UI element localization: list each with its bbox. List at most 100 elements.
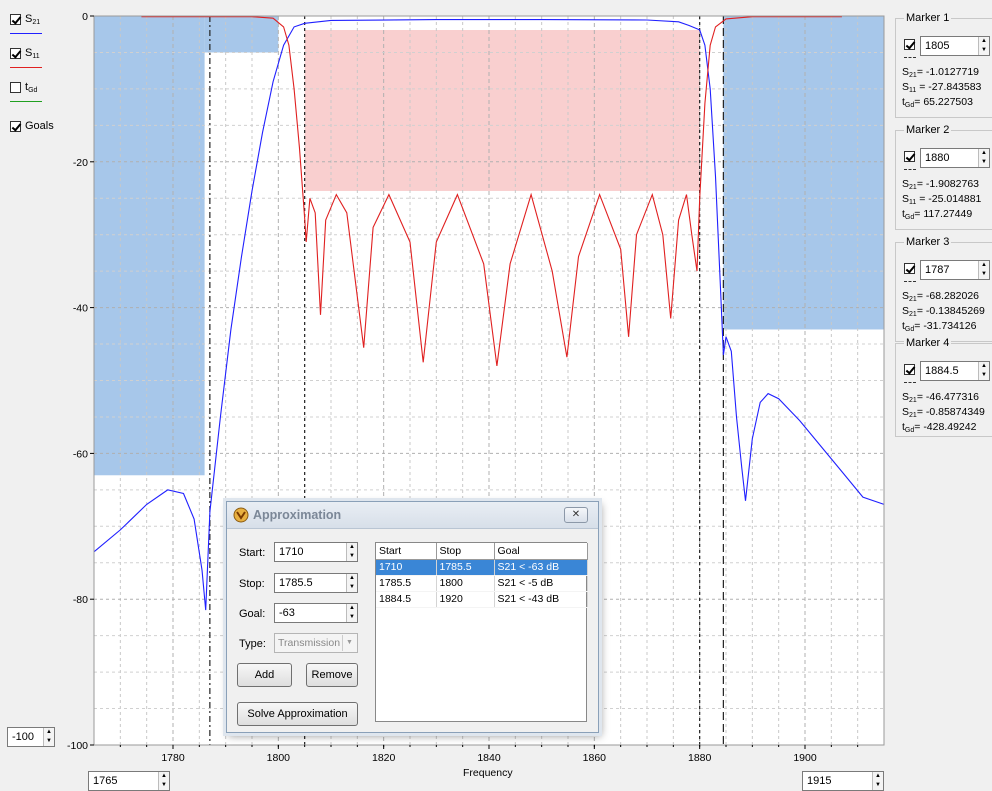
tgd-toggle[interactable]: tGd: [10, 81, 38, 94]
column-header-goal[interactable]: Goal: [494, 543, 588, 560]
start-value[interactable]: 1710: [279, 546, 304, 558]
marker-frequency-spinbox[interactable]: 1805 ▲ ▼: [920, 36, 990, 56]
cell-start[interactable]: 1884.5: [376, 591, 437, 608]
spin-up-icon[interactable]: ▲: [981, 38, 987, 44]
dialog-titlebar[interactable]: Approximation ✕: [227, 502, 598, 529]
marker-checkbox[interactable]: [904, 263, 915, 274]
cell-start[interactable]: 1710: [376, 559, 437, 576]
dialog-title: Approximation: [253, 508, 342, 522]
x-tick-label: 1800: [267, 752, 291, 764]
x-max-value[interactable]: 1915: [807, 775, 832, 787]
solve-approximation-button[interactable]: Solve Approximation: [237, 702, 358, 726]
table-row[interactable]: 1710 1785.5 S21 < -63 dB: [376, 559, 588, 576]
goal-value[interactable]: -63: [279, 607, 295, 619]
tgd-checkbox[interactable]: [10, 81, 21, 93]
spin-up-icon[interactable]: ▲: [349, 605, 355, 611]
x-min-value[interactable]: 1765: [93, 775, 118, 787]
marker-enable[interactable]: [904, 364, 915, 375]
s11-toggle[interactable]: S11: [10, 47, 40, 60]
x-max-spinbox[interactable]: 1915 ▲ ▼: [802, 771, 884, 791]
column-header-stop[interactable]: Stop: [436, 543, 495, 560]
marker-title: Marker 2: [904, 124, 952, 136]
stop-spinbox[interactable]: 1785.5 ▲ ▼: [274, 573, 358, 593]
y-min-spinbox[interactable]: -100 ▲ ▼: [7, 727, 55, 747]
spin-up-icon[interactable]: ▲: [349, 575, 355, 581]
marker-frequency-value[interactable]: 1805: [925, 40, 950, 52]
spin-down-icon[interactable]: ▼: [349, 584, 355, 590]
spin-down-icon[interactable]: ▼: [349, 553, 355, 559]
cell-stop[interactable]: 1920: [436, 591, 495, 608]
spin-down-icon[interactable]: ▼: [981, 159, 987, 165]
cell-start[interactable]: 1785.5: [376, 575, 437, 592]
table-row[interactable]: 1884.5 1920 S21 < -43 dB: [376, 591, 588, 608]
goals-checkbox[interactable]: [10, 120, 21, 132]
tgd-label: tGd: [25, 81, 38, 94]
goals-toggle[interactable]: Goals: [10, 120, 54, 132]
spin-up-icon[interactable]: ▲: [981, 262, 987, 268]
marker-readout-3: tGd= 117.27449: [902, 208, 973, 221]
spin-up-icon[interactable]: ▲: [161, 773, 167, 779]
spin-up-icon[interactable]: ▲: [349, 544, 355, 550]
cell-goal[interactable]: S21 < -5 dB: [494, 575, 588, 592]
stop-value[interactable]: 1785.5: [279, 577, 313, 589]
spin-down-icon[interactable]: ▼: [161, 782, 167, 788]
marker-readout-1: S21= -1.0127719: [902, 66, 979, 79]
marker-title: Marker 1: [904, 12, 952, 24]
start-spinbox[interactable]: 1710 ▲ ▼: [274, 542, 358, 562]
y-tick-label: -60: [73, 448, 88, 460]
marker-readout-2: S21= -0.13845269: [902, 305, 985, 318]
marker-enable[interactable]: [904, 151, 915, 162]
spin-up-icon[interactable]: ▲: [981, 150, 987, 156]
cell-goal[interactable]: S21 < -43 dB: [494, 591, 588, 608]
s11-checkbox[interactable]: [10, 47, 21, 59]
spin-down-icon[interactable]: ▼: [981, 271, 987, 277]
spin-down-icon[interactable]: ▼: [349, 614, 355, 620]
column-header-start[interactable]: Start: [376, 543, 437, 560]
tgd-legend-line: [10, 101, 42, 102]
marker-frequency-value[interactable]: 1787: [925, 264, 950, 276]
close-icon[interactable]: ✕: [564, 507, 588, 523]
goal-region: [204, 16, 279, 53]
spin-down-icon[interactable]: ▼: [981, 47, 987, 53]
goals-table[interactable]: Start Stop Goal 1710 1785.5 S21 < -63 dB…: [375, 542, 588, 722]
y-tick-label: -80: [73, 594, 88, 606]
y-min-value[interactable]: -100: [12, 731, 35, 743]
spin-up-icon[interactable]: ▲: [875, 773, 881, 779]
approximation-dialog[interactable]: Approximation ✕ Start: 1710 ▲ ▼ Stop: 178…: [226, 501, 599, 733]
spin-up-icon[interactable]: ▲: [981, 363, 987, 369]
type-combobox[interactable]: Transmission ▼: [274, 633, 358, 653]
spin-down-icon[interactable]: ▼: [46, 738, 52, 744]
marker-checkbox[interactable]: [904, 39, 915, 50]
marker-frequency-value[interactable]: 1880: [925, 152, 950, 164]
marker-frequency-spinbox[interactable]: 1880 ▲ ▼: [920, 148, 990, 168]
marker-checkbox[interactable]: [904, 151, 915, 162]
stop-label: Stop:: [239, 578, 265, 590]
marker-frequency-spinbox[interactable]: 1884.5 ▲ ▼: [920, 361, 990, 381]
marker-enable[interactable]: [904, 263, 915, 274]
marker-checkbox[interactable]: [904, 364, 915, 375]
marker-frequency-value[interactable]: 1884.5: [925, 365, 959, 377]
remove-button[interactable]: Remove: [306, 663, 358, 687]
spin-up-icon[interactable]: ▲: [46, 729, 52, 735]
marker-frequency-spinbox[interactable]: 1787 ▲ ▼: [920, 260, 990, 280]
spin-down-icon[interactable]: ▼: [981, 372, 987, 378]
s21-checkbox[interactable]: [10, 13, 21, 25]
cell-stop[interactable]: 1785.5: [436, 559, 495, 576]
x-min-spinbox[interactable]: 1765 ▲ ▼: [88, 771, 170, 791]
cell-stop[interactable]: 1800: [436, 575, 495, 592]
marker-readout-2: S11 = -27.843583: [902, 81, 982, 94]
goal-spinbox[interactable]: -63 ▲ ▼: [274, 603, 358, 623]
table-row[interactable]: 1785.5 1800 S21 < -5 dB: [376, 575, 588, 592]
marker-line-sample: [904, 281, 916, 282]
marker-enable[interactable]: [904, 39, 915, 50]
s21-toggle[interactable]: S21: [10, 13, 40, 26]
plot-area[interactable]: 0 -20 -40 -60 -80 -100 1780 1800 1820 1840 1860 188…: [0, 0, 895, 791]
spin-down-icon[interactable]: ▼: [875, 782, 881, 788]
goal-regions: [94, 16, 884, 476]
chevron-down-icon[interactable]: ▼: [342, 635, 356, 651]
add-button[interactable]: Add: [237, 663, 292, 687]
marker-readout-2: S21= -0.85874349: [902, 406, 985, 419]
goal-region: [723, 16, 884, 330]
cell-goal[interactable]: S21 < -63 dB: [494, 559, 588, 576]
s11-label: S11: [25, 47, 40, 60]
